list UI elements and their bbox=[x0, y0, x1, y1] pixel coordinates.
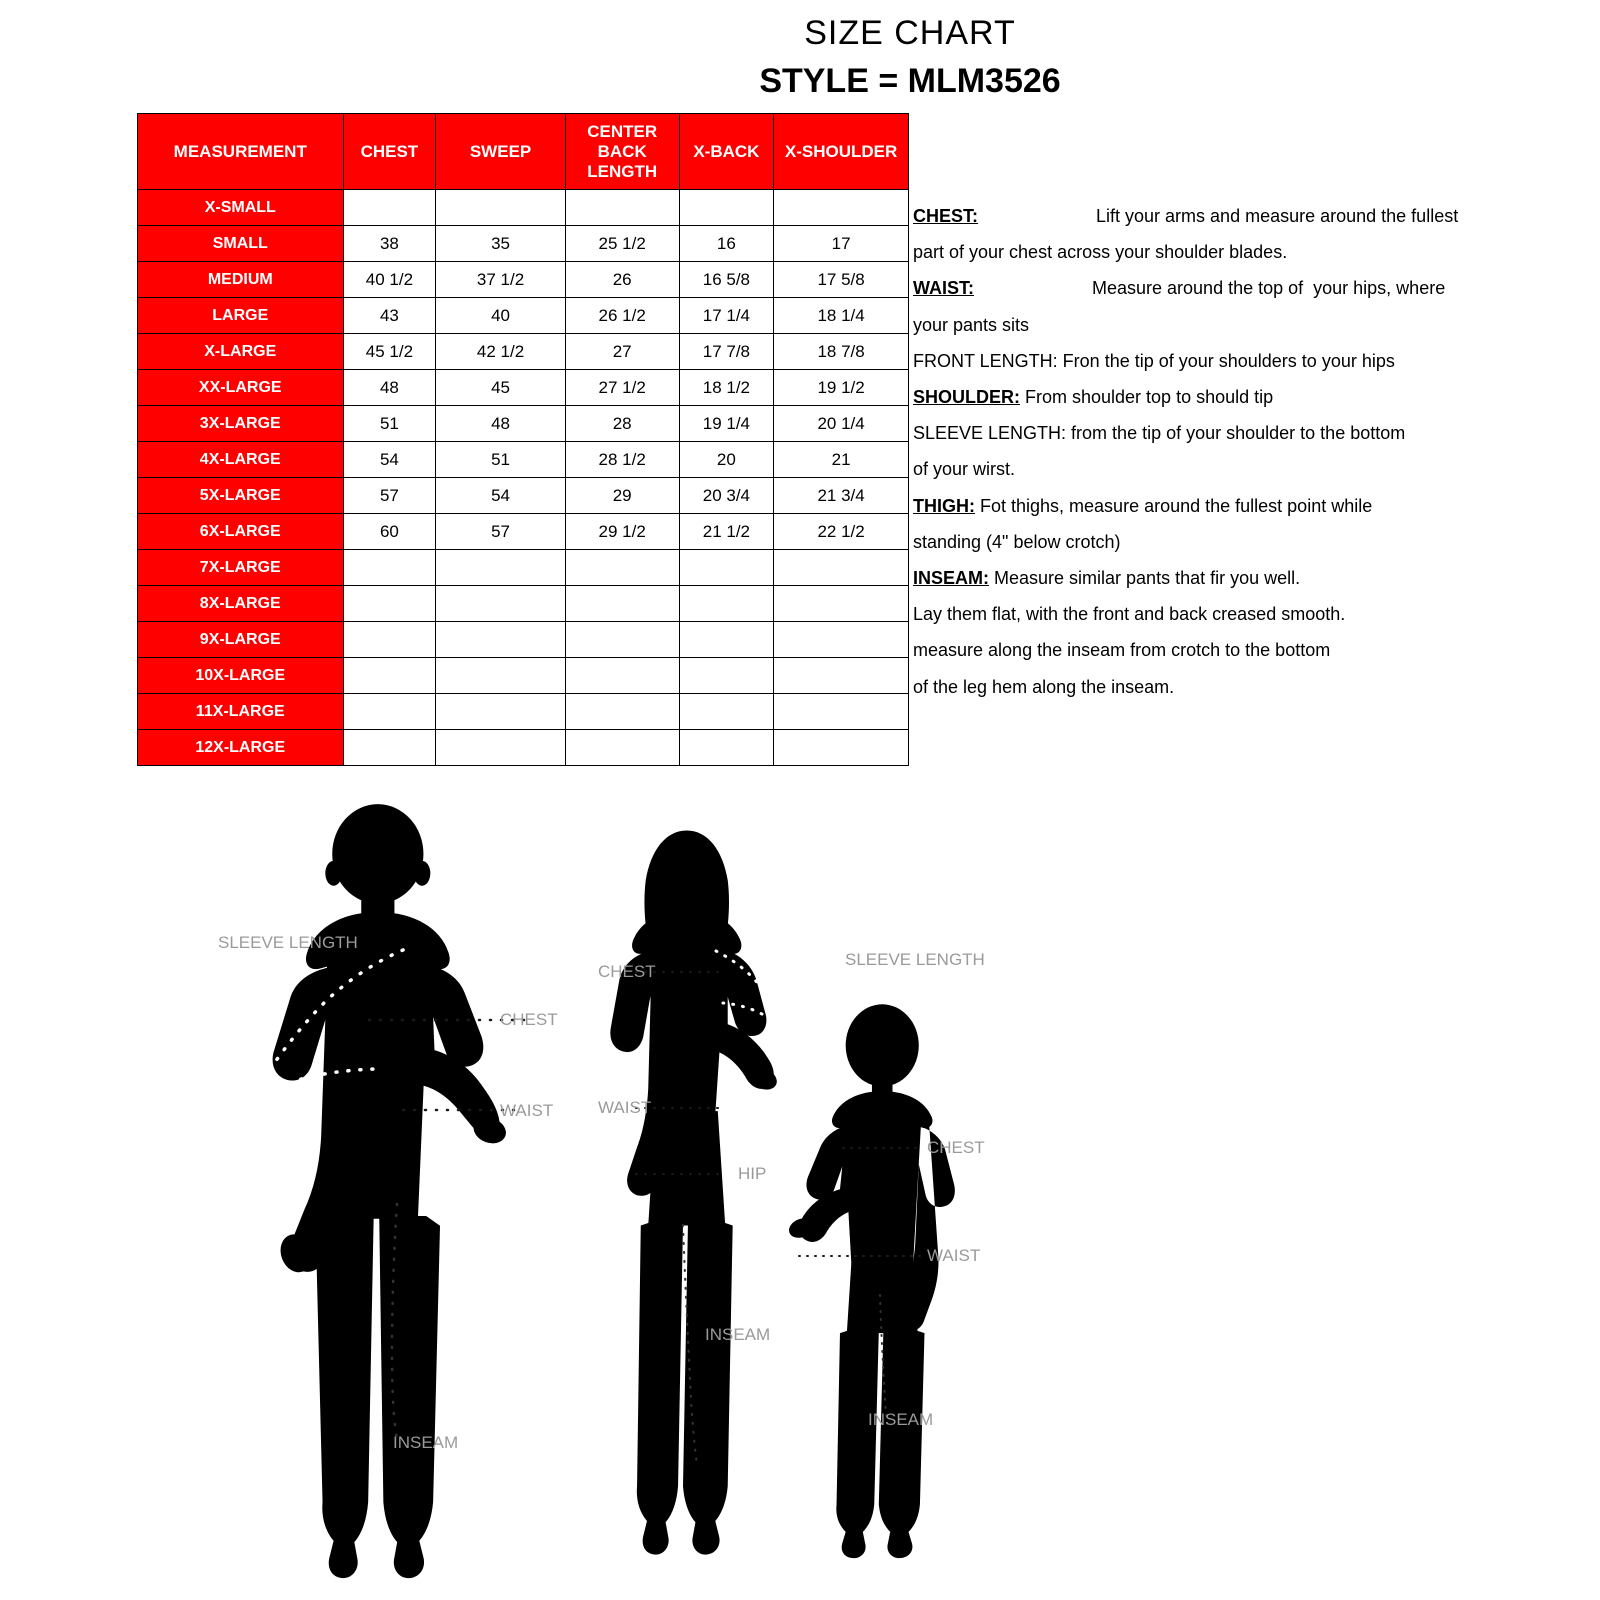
svg-text:WAIST: WAIST bbox=[598, 1098, 651, 1117]
svg-text:WAIST: WAIST bbox=[500, 1101, 553, 1120]
svg-text:SLEEVE LENGTH: SLEEVE LENGTH bbox=[218, 933, 358, 952]
svg-text:INSEAM: INSEAM bbox=[705, 1325, 770, 1344]
svg-text:SLEEVE LENGTH: SLEEVE LENGTH bbox=[845, 950, 985, 969]
svg-text:HIP: HIP bbox=[738, 1164, 766, 1183]
svg-text:WAIST: WAIST bbox=[927, 1246, 980, 1265]
svg-text:INSEAM: INSEAM bbox=[868, 1410, 933, 1429]
svg-text:CHEST: CHEST bbox=[598, 962, 656, 981]
svg-text:INSEAM: INSEAM bbox=[393, 1433, 458, 1452]
svg-text:CHEST: CHEST bbox=[927, 1138, 985, 1157]
svg-text:CHEST: CHEST bbox=[500, 1010, 558, 1029]
